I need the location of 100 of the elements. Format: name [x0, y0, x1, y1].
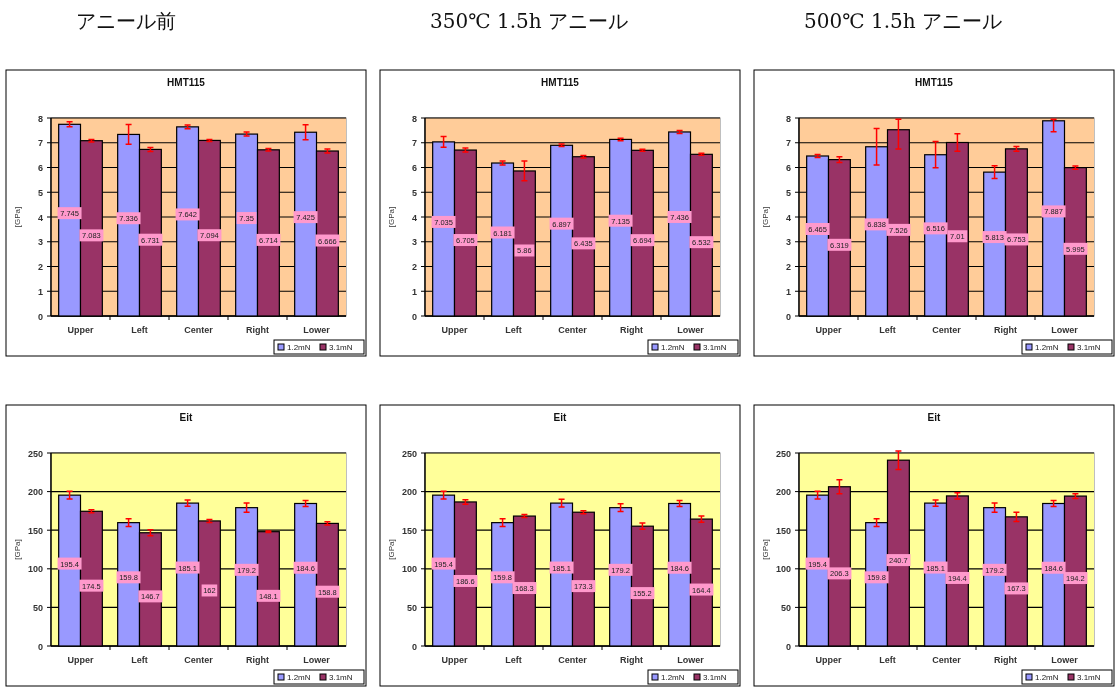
x-tick-label: Right — [994, 655, 1017, 665]
y-tick-label: 8 — [411, 113, 417, 124]
y-tick-label: 2 — [37, 262, 43, 272]
y-tick-label: 5 — [37, 187, 43, 198]
y-tick-label: 8 — [785, 113, 791, 124]
y-tick-label: 7 — [785, 138, 791, 149]
y-tick-label: 0 — [785, 311, 791, 322]
y-axis-title: [GPa] — [13, 206, 22, 228]
x-tick-label: Left — [131, 325, 148, 335]
y-tick-label: 200 — [401, 487, 417, 498]
chart-subtitle: HMT115 — [915, 77, 954, 88]
x-tick-label: Center — [558, 655, 588, 665]
y-tick-label: 200 — [27, 487, 43, 498]
x-tick-label: Right — [246, 655, 269, 665]
x-tick-label: Upper — [815, 325, 842, 335]
y-tick-label: 100 — [27, 564, 43, 575]
y-tick-label: 2 — [785, 262, 791, 272]
y-axis-title: [GPa] — [761, 539, 770, 560]
chart-title: アニール前 — [76, 9, 176, 33]
y-tick-label: 0 — [411, 641, 417, 652]
y-tick-label: 0 — [37, 311, 43, 322]
y-axis-title: [GPa] — [387, 539, 396, 560]
y-tick-label: 100 — [401, 564, 417, 575]
x-tick-label: Left — [505, 325, 522, 335]
x-tick-label: Lower — [303, 655, 331, 665]
y-tick-label: 250 — [775, 448, 791, 459]
y-tick-label: 50 — [32, 602, 43, 613]
x-tick-label: Center — [932, 655, 962, 665]
legend-label: 1.2mN — [661, 343, 685, 352]
x-tick-label: Lower — [677, 325, 705, 335]
chart-title: Eit — [927, 412, 942, 423]
y-tick-label: 200 — [775, 487, 791, 498]
x-tick-label: Right — [620, 655, 643, 665]
y-tick-label: 150 — [775, 525, 791, 536]
x-tick-label: Left — [879, 325, 896, 335]
y-tick-label: 4 — [411, 212, 417, 223]
y-tick-label: 4 — [37, 212, 43, 223]
y-tick-label: 100 — [775, 564, 791, 575]
y-tick-label: 3 — [785, 237, 791, 248]
x-tick-label: Upper — [67, 655, 94, 665]
y-tick-label: 250 — [27, 448, 43, 459]
legend-label: 3.1mN — [1077, 343, 1101, 352]
y-tick-label: 2 — [411, 262, 417, 272]
legend-label: 3.1mN — [1077, 673, 1101, 682]
y-tick-label: 0 — [37, 641, 43, 652]
legend-label: 1.2mN — [287, 673, 311, 682]
y-tick-label: 1 — [785, 286, 791, 297]
y-tick-label: 7 — [411, 138, 417, 149]
x-tick-label: Right — [994, 325, 1017, 335]
legend-label: 3.1mN — [703, 343, 727, 352]
y-tick-label: 6 — [785, 163, 791, 173]
x-tick-label: Upper — [67, 325, 94, 335]
y-tick-label: 0 — [785, 641, 791, 652]
legend-label: 3.1mN — [703, 673, 727, 682]
x-tick-label: Upper — [441, 655, 468, 665]
chart-title: 500℃ 1.5h アニール — [804, 9, 1002, 33]
legend-label: 1.2mN — [1035, 673, 1059, 682]
y-tick-label: 6 — [411, 163, 417, 173]
y-tick-label: 4 — [785, 212, 791, 223]
legend-label: 1.2mN — [287, 343, 311, 352]
y-tick-label: 8 — [37, 113, 43, 124]
chart-subtitle: HMT115 — [541, 77, 580, 88]
chart-title: 350℃ 1.5h アニール — [430, 9, 628, 33]
chart-title: Eit — [179, 412, 194, 423]
legend-label: 3.1mN — [329, 343, 353, 352]
x-tick-label: Center — [932, 325, 962, 335]
x-tick-label: Center — [184, 325, 214, 335]
x-tick-label: Right — [246, 325, 269, 335]
y-tick-label: 150 — [27, 525, 43, 536]
x-tick-label: Lower — [1051, 655, 1079, 665]
x-tick-label: Left — [131, 655, 148, 665]
y-tick-label: 50 — [406, 602, 417, 613]
legend-label: 3.1mN — [329, 673, 353, 682]
y-tick-label: 3 — [37, 237, 43, 248]
y-tick-label: 50 — [780, 602, 791, 613]
chart-title: Eit — [553, 412, 568, 423]
y-tick-label: 1 — [37, 286, 43, 297]
x-tick-label: Center — [558, 325, 588, 335]
x-tick-label: Lower — [677, 655, 705, 665]
y-tick-label: 3 — [411, 237, 417, 248]
y-tick-label: 5 — [411, 187, 417, 198]
y-tick-label: 0 — [411, 311, 417, 322]
x-tick-label: Right — [620, 325, 643, 335]
y-tick-label: 5 — [785, 187, 791, 198]
chart-subtitle: HMT115 — [167, 77, 206, 88]
x-tick-label: Left — [879, 655, 896, 665]
x-tick-label: Left — [505, 655, 522, 665]
y-tick-label: 150 — [401, 525, 417, 536]
y-axis-title: [GPa] — [761, 206, 770, 228]
x-tick-label: Upper — [441, 325, 468, 335]
x-tick-label: Center — [184, 655, 214, 665]
y-tick-label: 250 — [401, 448, 417, 459]
legend-label: 1.2mN — [661, 673, 685, 682]
x-tick-label: Lower — [303, 325, 331, 335]
y-tick-label: 1 — [411, 286, 417, 297]
x-tick-label: Lower — [1051, 325, 1079, 335]
y-tick-label: 6 — [37, 163, 43, 173]
y-tick-label: 7 — [37, 138, 43, 149]
x-tick-label: Upper — [815, 655, 842, 665]
y-axis-title: [GPa] — [13, 539, 22, 560]
